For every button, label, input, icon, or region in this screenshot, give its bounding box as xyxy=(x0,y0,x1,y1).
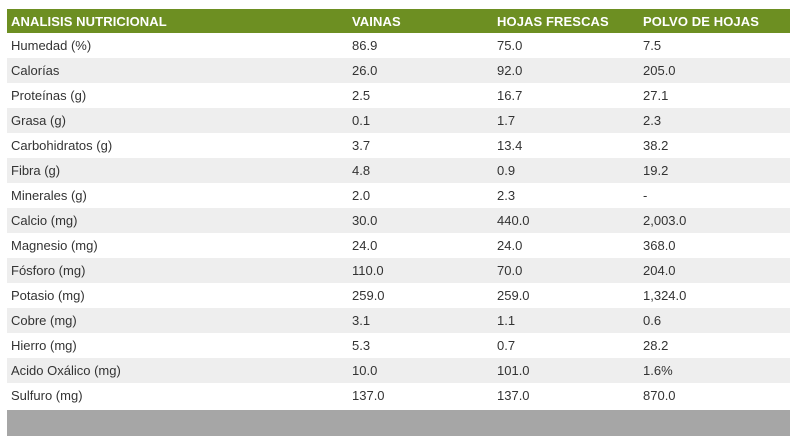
cell-polvo-de-hojas: 28.2 xyxy=(639,333,790,358)
table-row: Calcio (mg) 30.0 440.0 2,003.0 xyxy=(7,208,790,233)
row-label: Calorías xyxy=(7,58,348,83)
row-label: Fósforo (mg) xyxy=(7,258,348,283)
cell-vainas: 259.0 xyxy=(348,283,493,308)
cell-polvo-de-hojas: 0.6 xyxy=(639,308,790,333)
table-row: Potasio (mg) 259.0 259.0 1,324.0 xyxy=(7,283,790,308)
cell-vainas: 26.0 xyxy=(348,58,493,83)
cell-hojas-frescas: 13.4 xyxy=(493,133,639,158)
row-label: Potasio (mg) xyxy=(7,283,348,308)
cell-hojas-frescas: 2.3 xyxy=(493,183,639,208)
table-row: Grasa (g) 0.1 1.7 2.3 xyxy=(7,108,790,133)
cell-hojas-frescas: 92.0 xyxy=(493,58,639,83)
table-row: Fibra (g) 4.8 0.9 19.2 xyxy=(7,158,790,183)
cell-polvo-de-hojas: 2,003.0 xyxy=(639,208,790,233)
row-label: Calcio (mg) xyxy=(7,208,348,233)
row-label: Proteínas (g) xyxy=(7,83,348,108)
table-row: Hierro (mg) 5.3 0.7 28.2 xyxy=(7,333,790,358)
cell-vainas: 2.0 xyxy=(348,183,493,208)
header-vainas: VAINAS xyxy=(348,9,493,33)
table-header-row: ANALISIS NUTRICIONAL VAINAS HOJAS FRESCA… xyxy=(7,9,790,33)
row-label: Carbohidratos (g) xyxy=(7,133,348,158)
cell-hojas-frescas: 259.0 xyxy=(493,283,639,308)
row-label: Magnesio (mg) xyxy=(7,233,348,258)
cell-polvo-de-hojas: 1,324.0 xyxy=(639,283,790,308)
cell-hojas-frescas: 70.0 xyxy=(493,258,639,283)
table-footer-bar xyxy=(7,410,790,436)
cell-polvo-de-hojas: 204.0 xyxy=(639,258,790,283)
row-label: Fibra (g) xyxy=(7,158,348,183)
cell-polvo-de-hojas: 7.5 xyxy=(639,33,790,58)
cell-hojas-frescas: 440.0 xyxy=(493,208,639,233)
cell-polvo-de-hojas: 27.1 xyxy=(639,83,790,108)
cell-vainas: 0.1 xyxy=(348,108,493,133)
cell-hojas-frescas: 75.0 xyxy=(493,33,639,58)
cell-hojas-frescas: 0.7 xyxy=(493,333,639,358)
table-row: Carbohidratos (g) 3.7 13.4 38.2 xyxy=(7,133,790,158)
row-label: Humedad (%) xyxy=(7,33,348,58)
cell-vainas: 137.0 xyxy=(348,383,493,408)
cell-vainas: 4.8 xyxy=(348,158,493,183)
cell-hojas-frescas: 0.9 xyxy=(493,158,639,183)
nutrition-table: ANALISIS NUTRICIONAL VAINAS HOJAS FRESCA… xyxy=(7,9,790,408)
table-row: Magnesio (mg) 24.0 24.0 368.0 xyxy=(7,233,790,258)
cell-polvo-de-hojas: 368.0 xyxy=(639,233,790,258)
header-analisis-nutricional: ANALISIS NUTRICIONAL xyxy=(7,9,348,33)
cell-vainas: 3.7 xyxy=(348,133,493,158)
row-label: Minerales (g) xyxy=(7,183,348,208)
cell-vainas: 5.3 xyxy=(348,333,493,358)
table-row: Acido Oxálico (mg) 10.0 101.0 1.6% xyxy=(7,358,790,383)
cell-vainas: 10.0 xyxy=(348,358,493,383)
cell-vainas: 24.0 xyxy=(348,233,493,258)
cell-hojas-frescas: 24.0 xyxy=(493,233,639,258)
cell-hojas-frescas: 1.1 xyxy=(493,308,639,333)
row-label: Cobre (mg) xyxy=(7,308,348,333)
cell-vainas: 110.0 xyxy=(348,258,493,283)
table-row: Cobre (mg) 3.1 1.1 0.6 xyxy=(7,308,790,333)
cell-polvo-de-hojas: - xyxy=(639,183,790,208)
cell-polvo-de-hojas: 1.6% xyxy=(639,358,790,383)
table-row: Humedad (%) 86.9 75.0 7.5 xyxy=(7,33,790,58)
nutrition-table-container: ANALISIS NUTRICIONAL VAINAS HOJAS FRESCA… xyxy=(7,9,790,408)
table-row: Fósforo (mg) 110.0 70.0 204.0 xyxy=(7,258,790,283)
cell-hojas-frescas: 16.7 xyxy=(493,83,639,108)
cell-polvo-de-hojas: 19.2 xyxy=(639,158,790,183)
row-label: Sulfuro (mg) xyxy=(7,383,348,408)
cell-hojas-frescas: 137.0 xyxy=(493,383,639,408)
cell-polvo-de-hojas: 205.0 xyxy=(639,58,790,83)
cell-polvo-de-hojas: 870.0 xyxy=(639,383,790,408)
row-label: Hierro (mg) xyxy=(7,333,348,358)
table-row: Proteínas (g) 2.5 16.7 27.1 xyxy=(7,83,790,108)
table-row: Sulfuro (mg) 137.0 137.0 870.0 xyxy=(7,383,790,408)
row-label: Acido Oxálico (mg) xyxy=(7,358,348,383)
table-row: Minerales (g) 2.0 2.3 - xyxy=(7,183,790,208)
cell-hojas-frescas: 101.0 xyxy=(493,358,639,383)
cell-vainas: 3.1 xyxy=(348,308,493,333)
header-hojas-frescas: HOJAS FRESCAS xyxy=(493,9,639,33)
cell-polvo-de-hojas: 2.3 xyxy=(639,108,790,133)
cell-vainas: 30.0 xyxy=(348,208,493,233)
header-polvo-de-hojas: POLVO DE HOJAS xyxy=(639,9,790,33)
row-label: Grasa (g) xyxy=(7,108,348,133)
cell-vainas: 86.9 xyxy=(348,33,493,58)
cell-hojas-frescas: 1.7 xyxy=(493,108,639,133)
cell-vainas: 2.5 xyxy=(348,83,493,108)
table-row: Calorías 26.0 92.0 205.0 xyxy=(7,58,790,83)
cell-polvo-de-hojas: 38.2 xyxy=(639,133,790,158)
